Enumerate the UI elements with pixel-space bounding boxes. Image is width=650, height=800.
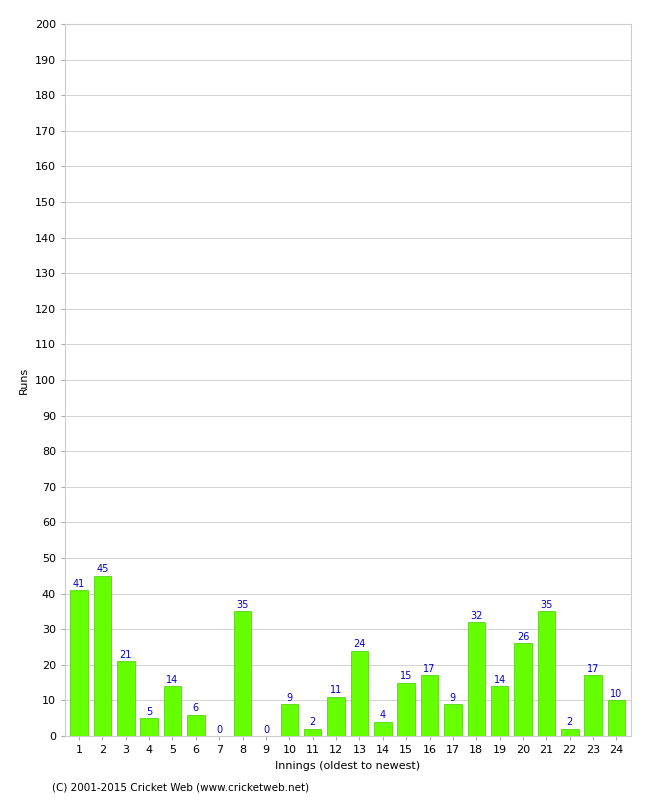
Text: 41: 41 bbox=[73, 578, 85, 589]
Bar bbox=[421, 675, 438, 736]
Text: 4: 4 bbox=[380, 710, 386, 720]
Text: 5: 5 bbox=[146, 706, 152, 717]
Bar bbox=[117, 662, 135, 736]
Text: 2: 2 bbox=[309, 718, 316, 727]
Text: 11: 11 bbox=[330, 686, 342, 695]
Text: 14: 14 bbox=[166, 674, 179, 685]
Text: (C) 2001-2015 Cricket Web (www.cricketweb.net): (C) 2001-2015 Cricket Web (www.cricketwe… bbox=[52, 782, 309, 792]
Bar bbox=[140, 718, 158, 736]
Bar bbox=[561, 729, 579, 736]
Bar bbox=[397, 682, 415, 736]
Bar bbox=[608, 701, 625, 736]
Bar bbox=[444, 704, 462, 736]
Bar bbox=[70, 590, 88, 736]
Text: 0: 0 bbox=[263, 725, 269, 734]
Bar bbox=[164, 686, 181, 736]
Bar bbox=[234, 611, 252, 736]
Text: 6: 6 bbox=[193, 703, 199, 714]
Bar bbox=[94, 576, 111, 736]
Text: 35: 35 bbox=[540, 600, 552, 610]
Bar bbox=[538, 611, 555, 736]
Bar bbox=[514, 643, 532, 736]
Text: 17: 17 bbox=[587, 664, 599, 674]
Text: 14: 14 bbox=[493, 674, 506, 685]
Bar bbox=[491, 686, 508, 736]
X-axis label: Innings (oldest to newest): Innings (oldest to newest) bbox=[275, 761, 421, 770]
Y-axis label: Runs: Runs bbox=[20, 366, 29, 394]
Bar bbox=[584, 675, 602, 736]
Text: 21: 21 bbox=[120, 650, 132, 660]
Text: 10: 10 bbox=[610, 689, 623, 699]
Bar bbox=[374, 722, 391, 736]
Text: 32: 32 bbox=[470, 610, 482, 621]
Text: 17: 17 bbox=[423, 664, 436, 674]
Text: 24: 24 bbox=[353, 639, 365, 649]
Text: 35: 35 bbox=[237, 600, 249, 610]
Bar bbox=[187, 714, 205, 736]
Bar bbox=[350, 650, 368, 736]
Text: 9: 9 bbox=[286, 693, 292, 702]
Text: 45: 45 bbox=[96, 564, 109, 574]
Bar bbox=[281, 704, 298, 736]
Bar bbox=[328, 697, 345, 736]
Text: 15: 15 bbox=[400, 671, 412, 681]
Text: 9: 9 bbox=[450, 693, 456, 702]
Text: 26: 26 bbox=[517, 632, 529, 642]
Bar bbox=[304, 729, 322, 736]
Text: 2: 2 bbox=[567, 718, 573, 727]
Text: 0: 0 bbox=[216, 725, 222, 734]
Bar bbox=[467, 622, 485, 736]
